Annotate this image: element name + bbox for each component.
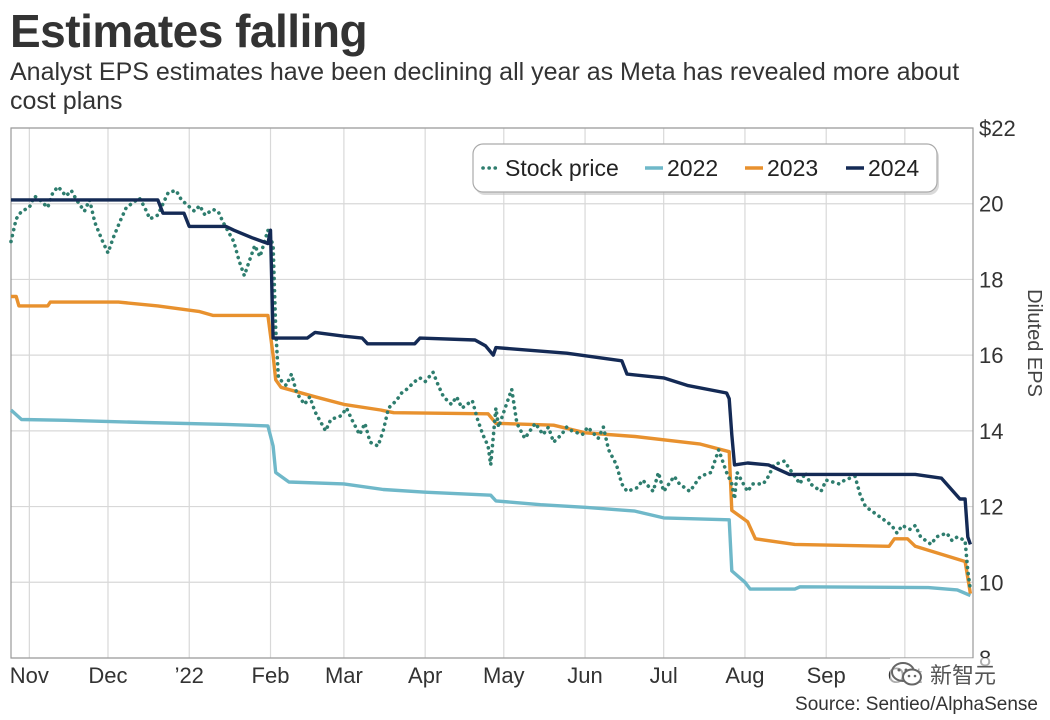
- x-tick-label: May: [483, 663, 525, 688]
- watermark-text: 新智元: [930, 663, 997, 688]
- legend-label: 2022: [667, 155, 718, 181]
- y-tick-label: $22: [979, 116, 1016, 141]
- series-line-2023: [11, 294, 973, 594]
- x-tick-label: Nov: [10, 663, 49, 688]
- source-note: Source: Sentieo/AlphaSense: [795, 694, 1038, 715]
- y-tick-label: 10: [979, 570, 1003, 595]
- series-line-stock-price: [9, 184, 973, 592]
- x-tick-label: ’22: [175, 663, 204, 688]
- x-tick-label: Sep: [807, 663, 846, 688]
- y-tick-label: 12: [979, 495, 1003, 520]
- legend-box: [472, 143, 938, 193]
- x-tick-label: Jun: [567, 663, 602, 688]
- x-tick-label: Mar: [325, 663, 363, 688]
- x-tick-label: Apr: [408, 663, 442, 688]
- series-line-2022: [9, 408, 972, 598]
- y-tick-label: 18: [979, 267, 1003, 292]
- series-line-2024: [11, 198, 973, 545]
- x-tick-label: Aug: [725, 663, 764, 688]
- y-tick-label: 14: [979, 419, 1003, 444]
- legend-label: 2024: [868, 155, 919, 181]
- y-axis-label: Diluted EPS: [1023, 289, 1045, 397]
- plot-frame: [10, 127, 974, 659]
- x-tick-label: Dec: [88, 663, 127, 688]
- chart-subtitle: Analyst EPS estimates have been declinin…: [10, 58, 960, 115]
- x-tick-label: Feb: [252, 663, 290, 688]
- chart-title: Estimates falling: [10, 5, 368, 57]
- grid: [11, 127, 973, 659]
- legend: Stock price 2022 2023 2024: [472, 143, 939, 195]
- watermark: 新智元: [890, 658, 997, 690]
- x-tick-label: Jul: [650, 663, 678, 688]
- y-axis: 8101214161820$22: [979, 116, 1016, 671]
- y-tick-label: 16: [979, 343, 1003, 368]
- legend-label: Stock price: [505, 155, 619, 181]
- series-group: [9, 184, 973, 598]
- legend-label: 2023: [767, 155, 818, 181]
- wechat-icon: [890, 661, 924, 687]
- y-tick-label: 20: [979, 192, 1003, 217]
